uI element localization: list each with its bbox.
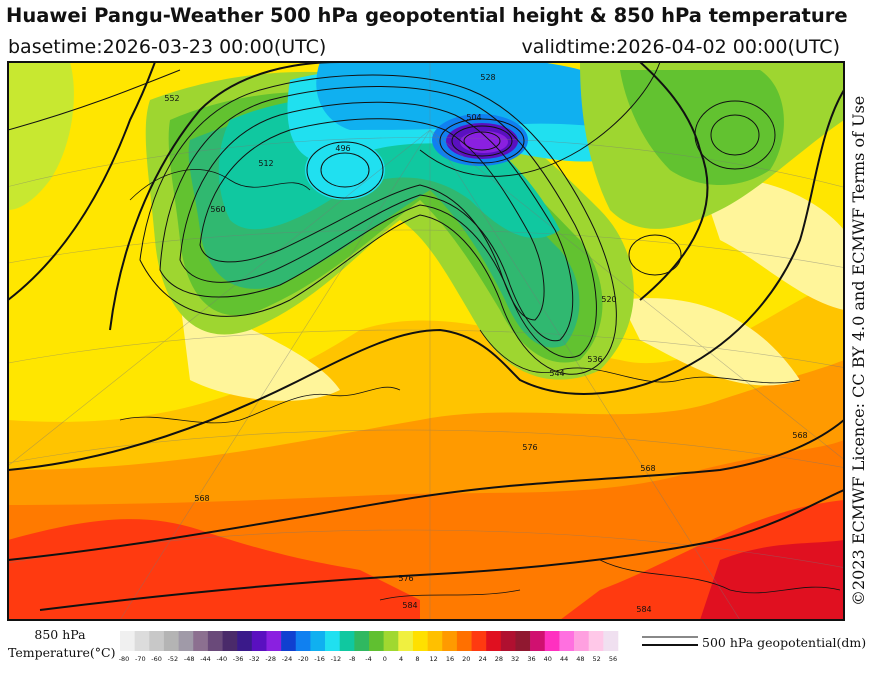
colorbar-swatch [120, 631, 135, 651]
colorbar-swatch [559, 631, 575, 651]
geopotential-contours [8, 62, 776, 375]
temperature-tick-label: 8 [415, 655, 420, 663]
temperature-tick-label: -8 [348, 655, 356, 663]
contour-label: 560 [210, 205, 225, 214]
temperature-tick-label: 52 [592, 655, 601, 663]
colorbar-swatch [178, 631, 194, 651]
temperature-tick-label: -80 [118, 655, 130, 663]
colorbar-swatch [412, 631, 428, 651]
temperature-colorbar [120, 631, 619, 651]
colorbar-swatch [281, 631, 297, 651]
colorbar-swatch [325, 631, 341, 651]
temperature-tick-label: -36 [232, 655, 244, 663]
colorbar-swatch [310, 631, 326, 651]
temperature-tick-label: -44 [200, 655, 211, 663]
validtime-label: validtime:2026-04-02 00:00(UTC) [521, 36, 840, 58]
contour-label: 536 [587, 355, 602, 364]
colorbar-swatch [163, 631, 179, 651]
temperature-tick-label: 12 [429, 655, 438, 663]
colorbar-swatch [486, 631, 502, 651]
basetime-label: basetime:2026-03-23 00:00(UTC) [8, 36, 327, 58]
temperature-tick-label: -60 [151, 655, 162, 663]
temperature-tick-label: -12 [330, 655, 342, 663]
temperature-tick-label: -20 [297, 655, 309, 663]
colorbar-swatch [134, 631, 150, 651]
colorbar-swatch [369, 631, 384, 651]
temperature-tick-label: -32 [249, 655, 260, 663]
colorbar-swatch [471, 631, 487, 651]
temperature-tick-label: 56 [608, 655, 618, 663]
temperature-tick-label: 40 [543, 655, 552, 663]
colorbar-swatch [222, 631, 238, 651]
temperature-tick-label: 4 [399, 655, 404, 663]
temperature-tick-label: -24 [281, 655, 293, 663]
temperature-tick-label: 44 [559, 655, 569, 663]
temperature-tick-label: 48 [576, 655, 585, 663]
colorbar-swatch [207, 631, 223, 651]
contour-label: 576 [398, 574, 413, 583]
temperature-tick-label: -16 [314, 655, 325, 663]
contour-label: 512 [258, 159, 273, 168]
contour-label: 584 [636, 605, 651, 614]
temperature-tick-label: 20 [462, 655, 471, 663]
contour-label: 504 [466, 113, 481, 122]
temperature-tick-label: -70 [134, 655, 146, 663]
colorbar-swatch [603, 631, 619, 651]
contour-label: 520 [601, 295, 616, 304]
colorbar-swatch [544, 631, 560, 651]
colorbar-swatch [237, 631, 253, 651]
contour-label: 568 [640, 464, 655, 473]
colorbar-swatch [383, 631, 399, 651]
map-frame [7, 61, 845, 621]
temperature-tick-label: 32 [511, 655, 520, 663]
contour-label: 496 [335, 144, 350, 153]
contour-label: 568 [194, 494, 209, 503]
contour-label: 528 [480, 73, 495, 82]
temperature-tick-label: -28 [265, 655, 276, 663]
contour-label: 544 [549, 369, 564, 378]
temperature-legend-line1: 850 hPa [34, 627, 86, 642]
colorbar-swatch [574, 631, 590, 651]
colorbar-swatch [193, 631, 209, 651]
colorbar-swatch [398, 631, 414, 651]
colorbar-swatch [149, 631, 165, 651]
coastlines [119, 169, 841, 601]
contour-labels: 528 504 496 552 568 568 576 568 544 536 … [164, 73, 807, 614]
temperature-tick-label: -48 [183, 655, 195, 663]
colorbar-swatch [295, 631, 311, 651]
temperature-tick-label: 16 [445, 655, 455, 663]
colorbar-swatch [456, 631, 472, 651]
colorbar-swatch [500, 631, 516, 651]
geopotential-legend-label: 500 hPa geopotential(dm) [702, 635, 867, 650]
temperature-legend-title: 850 hPa Temperature(°C) [8, 626, 116, 662]
temperature-field [8, 62, 844, 620]
temperature-tick-label: 36 [527, 655, 536, 663]
contour-label: 576 [522, 443, 537, 452]
colorbar-swatch [251, 631, 267, 651]
colorbar-swatch [530, 631, 546, 651]
temperature-legend-line2: Temperature(°C) [8, 645, 116, 660]
colorbar-swatch [266, 631, 282, 651]
contour-label: 568 [792, 431, 807, 440]
temperature-tick-label: -52 [167, 655, 179, 663]
temperature-tick-label: 0 [382, 655, 387, 663]
colorbar-swatch [354, 631, 370, 651]
colorbar-swatch [588, 631, 604, 651]
page-title: Huawei Pangu-Weather 500 hPa geopotentia… [6, 4, 848, 27]
license-credit: ©2023 ECMWF Licence: CC BY 4.0 and ECMWF… [849, 95, 868, 606]
colorbar-swatch [339, 631, 355, 651]
geopotential-major-contours [8, 62, 844, 611]
temperature-tick-label: 28 [494, 655, 504, 663]
colorbar-swatch [442, 631, 458, 651]
temperature-tick-label: -40 [216, 655, 228, 663]
contour-label: 552 [164, 94, 179, 103]
colorbar-swatch [515, 631, 531, 651]
temperature-tick-label: -4 [365, 655, 372, 663]
temperature-tick-label: 24 [478, 655, 487, 663]
contour-label: 584 [402, 601, 417, 610]
colorbar-swatch [427, 631, 443, 651]
